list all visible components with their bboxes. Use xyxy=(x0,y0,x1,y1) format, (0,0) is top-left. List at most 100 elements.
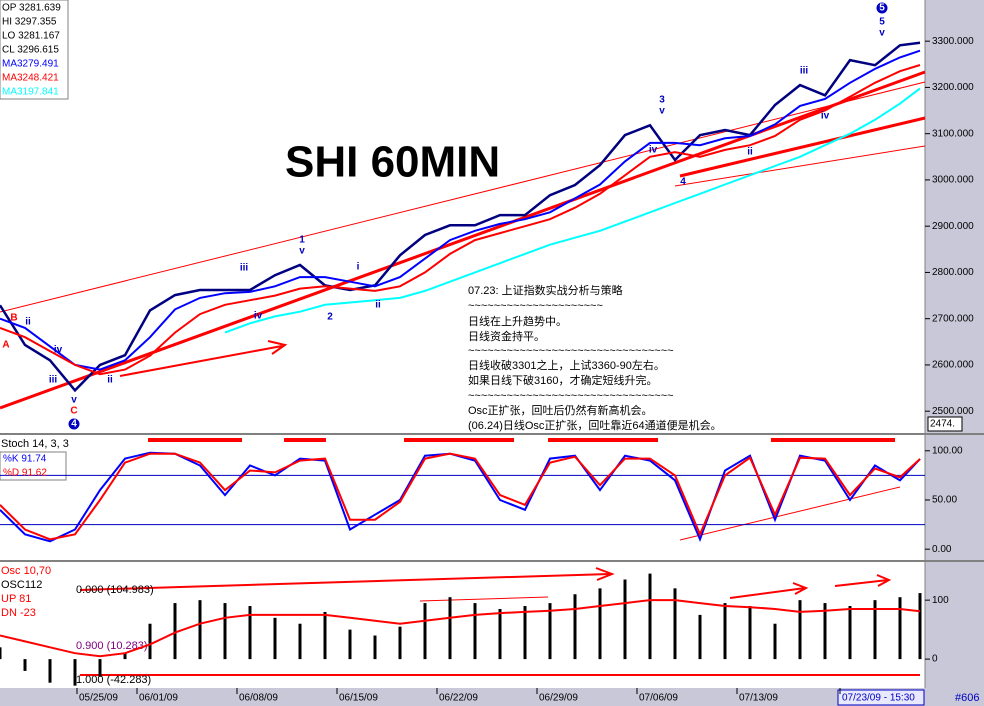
y-tick-label: 100.00 xyxy=(932,445,963,456)
bar xyxy=(398,626,402,660)
bar xyxy=(0,647,2,660)
wave-label: 3 xyxy=(659,95,665,106)
bar xyxy=(373,635,377,660)
bar xyxy=(73,659,77,686)
osc-label: DN -23 xyxy=(1,607,36,619)
panel-title: Stoch 14, 3, 3 xyxy=(1,438,69,450)
commentary-line: ~~~~~~~~~~~~~~~~~~~~~~~~~~~~~~~~ xyxy=(468,390,674,402)
legend-label: %D 91.62 xyxy=(3,468,47,479)
osc-label: UP 81 xyxy=(1,593,31,605)
info-line: HI 3297.355 xyxy=(2,17,57,28)
arrow-head xyxy=(267,340,288,355)
bar xyxy=(98,659,102,677)
bar xyxy=(918,593,922,660)
last-label-box xyxy=(927,416,963,432)
bar xyxy=(198,600,202,660)
y-tick-label: 2800.000 xyxy=(932,267,974,278)
series-line xyxy=(224,87,921,334)
info-box xyxy=(0,0,69,100)
y-tick-label: 2900.000 xyxy=(932,221,974,232)
y-tick-label: 3100.000 xyxy=(932,128,974,139)
wave-label: iv xyxy=(54,345,63,356)
bar xyxy=(173,603,177,660)
bar xyxy=(873,600,877,660)
y-tick-label: 3000.000 xyxy=(932,175,974,186)
wave-label: ii xyxy=(375,300,381,311)
x-tick-label: 05/25/09 xyxy=(79,693,118,704)
bar xyxy=(698,614,702,660)
bar xyxy=(48,659,52,683)
bar xyxy=(523,606,527,660)
commentary-line: 如果日线下破3160，才确定短线升完。 xyxy=(468,373,657,387)
bar xyxy=(423,603,427,660)
info-line: CL 3296.615 xyxy=(2,45,59,56)
legend-label: MA3279.491 xyxy=(2,59,59,70)
wave-label: v xyxy=(71,395,77,406)
legend-label: MA3197.841 xyxy=(2,87,59,98)
wave-label: iv xyxy=(254,311,263,322)
wave-label: v xyxy=(299,246,305,257)
current-date-box xyxy=(837,689,925,706)
bar xyxy=(798,600,802,660)
series-line xyxy=(0,41,921,393)
wave-label: 1 xyxy=(299,235,305,246)
wave-label: iii xyxy=(240,263,249,274)
commentary-line: ~~~~~~~~~~~~~~~~~~~~~ xyxy=(468,300,603,312)
axis-panel xyxy=(925,0,984,688)
bar xyxy=(298,623,302,660)
series-line xyxy=(0,452,921,541)
wave-label: iii xyxy=(800,66,809,77)
y-tick-label: 2500.000 xyxy=(932,406,974,417)
bar xyxy=(248,606,252,660)
bar-count: #606 xyxy=(955,692,979,704)
wave-label: iv xyxy=(649,145,658,156)
x-tick-label: 07/06/09 xyxy=(639,693,678,704)
commentary-line: 07.23: 上证指数实战分析与策略 xyxy=(468,283,623,297)
osc-annotation: 0.900 (10.283) xyxy=(76,640,148,652)
arrow xyxy=(834,579,889,587)
bar xyxy=(848,606,852,660)
x-tick-label: 06/01/09 xyxy=(139,693,178,704)
x-tick-label: 06/08/09 xyxy=(239,693,278,704)
bar xyxy=(273,617,277,660)
wave-label: iii xyxy=(49,375,58,386)
wave-label: ii xyxy=(747,147,753,158)
bar xyxy=(323,611,327,660)
bar xyxy=(223,603,227,660)
osc-annotation: 0.000 (104.983) xyxy=(76,584,154,596)
info-line: OP 3281.639 xyxy=(2,3,61,14)
wave-circle xyxy=(67,417,81,431)
info-line: LO 3281.167 xyxy=(2,31,60,42)
commentary-line: 日线在上升趋势中。 xyxy=(468,314,567,328)
bar xyxy=(448,597,452,660)
y-tick-label: 3200.000 xyxy=(932,82,974,93)
wave-label: v xyxy=(659,106,665,117)
wave-label: i xyxy=(357,262,360,273)
commentary-line: 日线收破3301之上，上试3360-90左右。 xyxy=(468,358,665,372)
wave-label: ii xyxy=(107,375,113,386)
chart-title: SHI 60MIN xyxy=(285,138,500,187)
legend-label: %K 91.74 xyxy=(3,454,47,465)
arrow xyxy=(119,345,283,377)
commentary-line: ~~~~~~~~~~~~~~~~~~~~~~~~~~~~~~~~ xyxy=(468,345,674,357)
y-tick-label: 0 xyxy=(932,654,938,665)
wave-label: v xyxy=(879,28,885,39)
y-tick-label: 2700.000 xyxy=(932,313,974,324)
osc-annotation: 1.000 (-42.283) xyxy=(76,674,151,686)
date-axis-panel xyxy=(0,688,984,706)
bar xyxy=(573,594,577,660)
x-tick-label: 07/13/09 xyxy=(739,693,778,704)
bar xyxy=(473,603,477,660)
bar xyxy=(648,573,652,660)
wave-label: B xyxy=(10,313,17,324)
commentary-line: 日线资金持平。 xyxy=(468,329,545,343)
wave-label: ii xyxy=(25,317,31,328)
x-tick-label: 07/23/09 - 15:30 xyxy=(842,693,915,704)
legend-label: MA3248.421 xyxy=(2,73,59,84)
y-tick-label: 50.00 xyxy=(932,495,957,506)
bar xyxy=(723,603,727,660)
wave-label: 4 xyxy=(680,177,686,188)
arrow-head xyxy=(876,574,892,587)
y-tick-label: 100 xyxy=(932,595,949,606)
commentary-line: Osc正扩张，回吐后仍然有新高机会。 xyxy=(468,403,653,417)
